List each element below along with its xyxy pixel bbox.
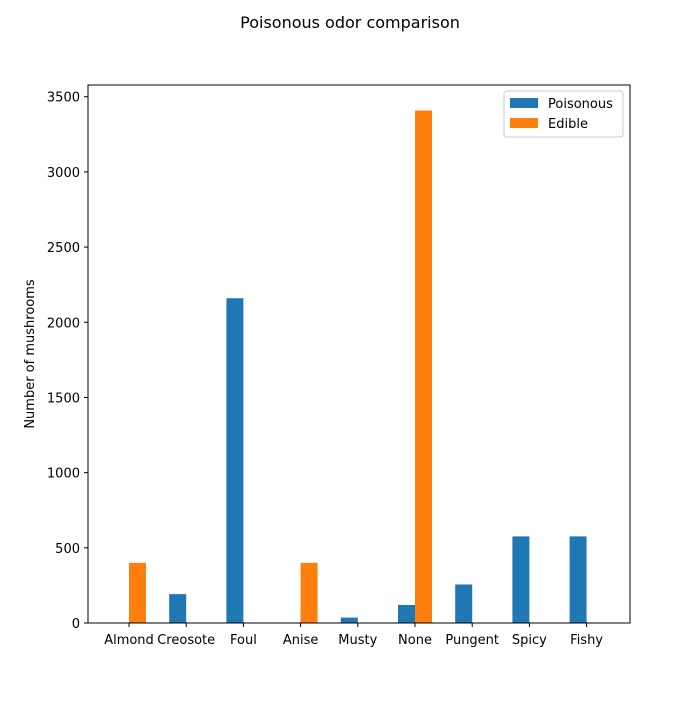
x-tick-label-anise: Anise xyxy=(283,633,319,648)
x-tick-label-fishy: Fishy xyxy=(570,633,603,648)
bar-layer xyxy=(129,110,587,623)
x-tick-label-foul: Foul xyxy=(230,633,257,648)
x-tick-label-none: None xyxy=(398,633,432,648)
x-tick-label-almond: Almond xyxy=(104,633,154,648)
y-axis-label: Number of mushrooms xyxy=(23,279,38,429)
y-tick-label-2000: 2000 xyxy=(47,316,80,331)
y-tick-label-3000: 3000 xyxy=(47,166,80,181)
bar-poisonous-none xyxy=(398,604,415,623)
bar-edible-none xyxy=(415,110,432,623)
y-tick-label-0: 0 xyxy=(72,617,80,632)
legend-label-edible: Edible xyxy=(548,117,588,132)
y-tick-label-3500: 3500 xyxy=(47,91,80,106)
y-tick-label-2500: 2500 xyxy=(47,241,80,256)
bar-edible-anise xyxy=(300,562,318,623)
bar-poisonous-creosote xyxy=(169,594,187,623)
x-tick-label-musty: Musty xyxy=(338,633,377,648)
legend-swatch-poisonous xyxy=(510,98,538,108)
x-tick-label-spicy: Spicy xyxy=(512,633,547,648)
plot-frame xyxy=(87,84,631,624)
bar-poisonous-spicy xyxy=(512,536,530,623)
x-tick-label-pungent: Pungent xyxy=(445,633,499,648)
y-tick-label-500: 500 xyxy=(55,542,80,557)
y-tick-label-1500: 1500 xyxy=(47,391,80,406)
bar-poisonous-musty xyxy=(340,617,358,623)
bar-poisonous-fishy xyxy=(569,536,587,623)
legend-label-poisonous: Poisonous xyxy=(548,97,613,112)
bar-poisonous-pungent xyxy=(455,584,473,623)
x-tick-label-creosote: Creosote xyxy=(157,633,215,648)
bar-poisonous-foul xyxy=(226,298,244,623)
chart-title: Poisonous odor comparison xyxy=(240,13,460,32)
legend: Poisonous Edible xyxy=(503,90,624,138)
bar-edible-almond xyxy=(129,562,146,623)
legend-swatch-edible xyxy=(510,118,538,128)
y-tick-label-1000: 1000 xyxy=(47,467,80,482)
axes-layer: 0 500 1000 1500 2000 2500 3000 3500 Almond Creoso… xyxy=(47,84,631,648)
